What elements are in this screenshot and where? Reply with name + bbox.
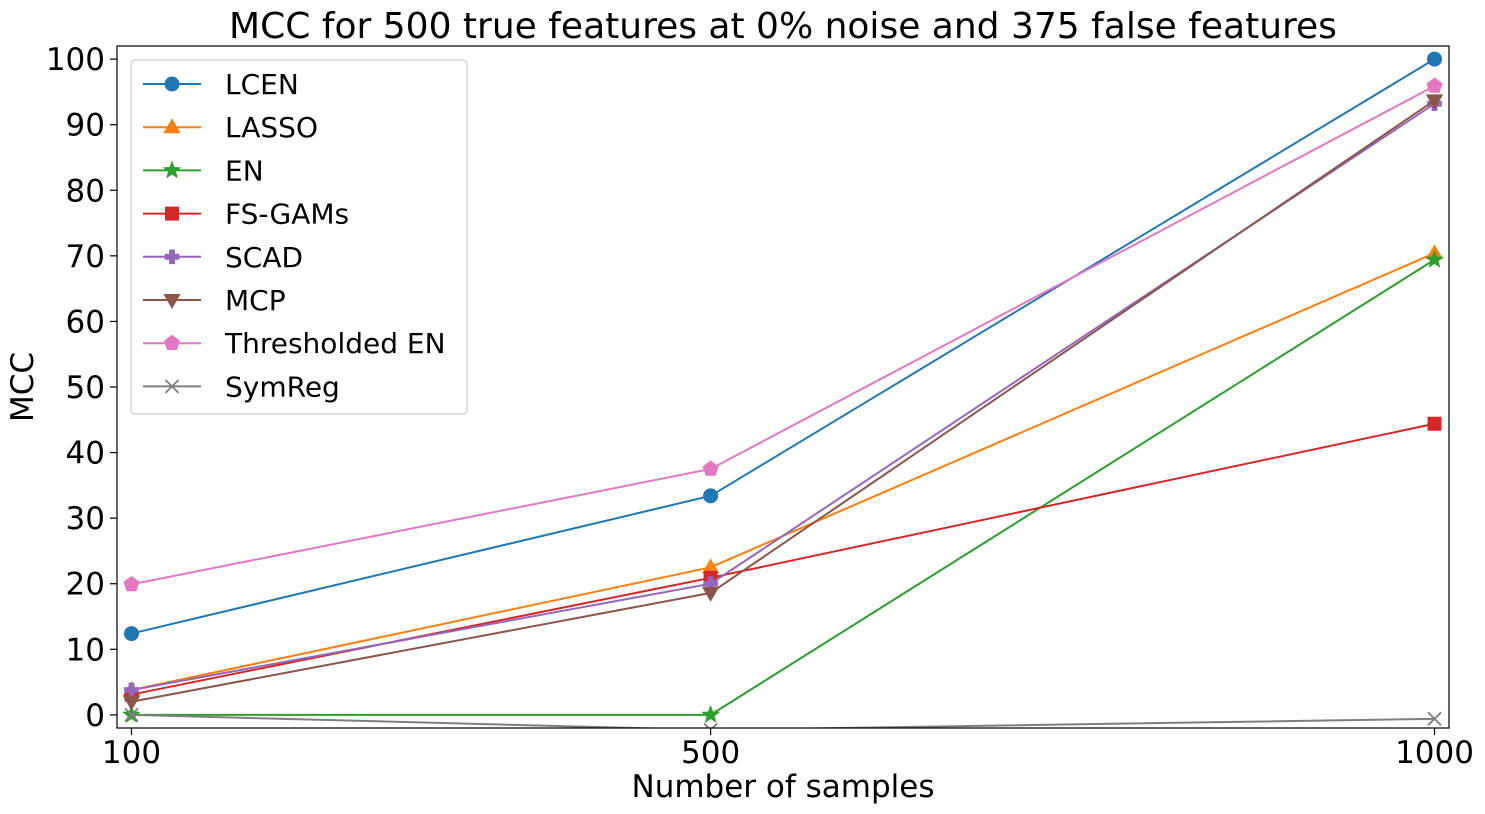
legend-entry-fs-gams: FS-GAMs <box>143 198 349 231</box>
data-point <box>122 695 141 711</box>
data-point <box>703 722 718 728</box>
legend-marker <box>163 334 181 351</box>
data-point <box>123 626 139 642</box>
legend-entry-mcp: MCP <box>143 284 286 317</box>
legend-label: MCP <box>225 284 286 317</box>
data-point <box>1426 77 1443 93</box>
legend-label: FS-GAMs <box>225 198 349 231</box>
x-tick-label: 100 <box>102 735 161 771</box>
legend-entry-scad: SCAD <box>143 241 303 274</box>
series-line <box>131 713 1435 728</box>
data-point <box>701 704 721 723</box>
legend: LCEN LASSO EN FS-GAMs SCAD MCP Thresholded EN S… <box>130 59 468 415</box>
y-tick-label: 100 <box>46 42 105 78</box>
y-tick-label: 30 <box>66 501 105 537</box>
data-point <box>701 586 720 602</box>
data-point <box>703 488 719 504</box>
series-fs-gams <box>124 416 1442 702</box>
series-layer <box>122 51 1444 728</box>
y-tick-label: 90 <box>66 108 105 144</box>
data-point <box>1427 51 1443 67</box>
y-axis-label: MCC <box>5 352 41 422</box>
data-point <box>124 707 139 723</box>
legend-marker <box>164 249 180 265</box>
legend-marker <box>163 294 181 310</box>
series-lcen <box>123 51 1443 642</box>
y-tick-label: 20 <box>66 567 105 603</box>
data-point <box>1427 416 1442 431</box>
data-point <box>1425 94 1444 110</box>
x-axis: 100 500 1000 <box>102 728 1474 771</box>
y-tick-label: 80 <box>66 173 105 209</box>
data-point <box>1425 249 1444 268</box>
legend-label: SymReg <box>225 370 340 403</box>
plot-area <box>116 45 1450 729</box>
legend-entry-lcen: LCEN <box>143 68 299 101</box>
legend-marker <box>163 118 181 134</box>
legend-frame <box>130 59 468 415</box>
series-thresholded-en <box>123 77 1443 592</box>
x-tick-label: 500 <box>681 735 740 771</box>
x-axis-label: Number of samples <box>632 769 935 805</box>
y-tick-label: 0 <box>85 698 105 734</box>
legend-marker <box>165 206 179 221</box>
legend-marker <box>164 76 180 92</box>
data-point <box>701 558 720 574</box>
y-tick-label: 10 <box>66 632 105 668</box>
y-tick-label: 60 <box>66 304 105 340</box>
y-axis: 0 10 20 30 40 50 60 70 80 90 100 <box>46 42 117 734</box>
y-tick-label: 40 <box>66 436 105 472</box>
legend-label: Thresholded EN <box>224 327 446 360</box>
legend-entry-symreg: SymReg <box>143 370 340 403</box>
legend-entry-lasso: LASSO <box>143 111 318 144</box>
data-point <box>1427 711 1442 726</box>
series-symreg <box>124 707 1442 728</box>
legend-marker <box>162 160 182 179</box>
data-point <box>702 460 719 476</box>
y-tick-label: 50 <box>66 370 105 406</box>
data-point <box>123 575 140 592</box>
legend-label: LCEN <box>225 68 299 101</box>
series-mcp <box>122 94 1444 711</box>
legend-label: EN <box>225 154 264 187</box>
legend-label: SCAD <box>225 241 303 274</box>
legend-entry-en: EN <box>143 154 264 187</box>
x-tick-label: 1000 <box>1395 735 1474 771</box>
y-tick-label: 70 <box>66 239 105 275</box>
legend-marker <box>164 379 180 394</box>
chart-title: MCC for 500 true features at 0% noise an… <box>229 6 1337 47</box>
legend-label: LASSO <box>225 111 318 144</box>
legend-entry-thresholded-en: Thresholded EN <box>143 327 446 360</box>
